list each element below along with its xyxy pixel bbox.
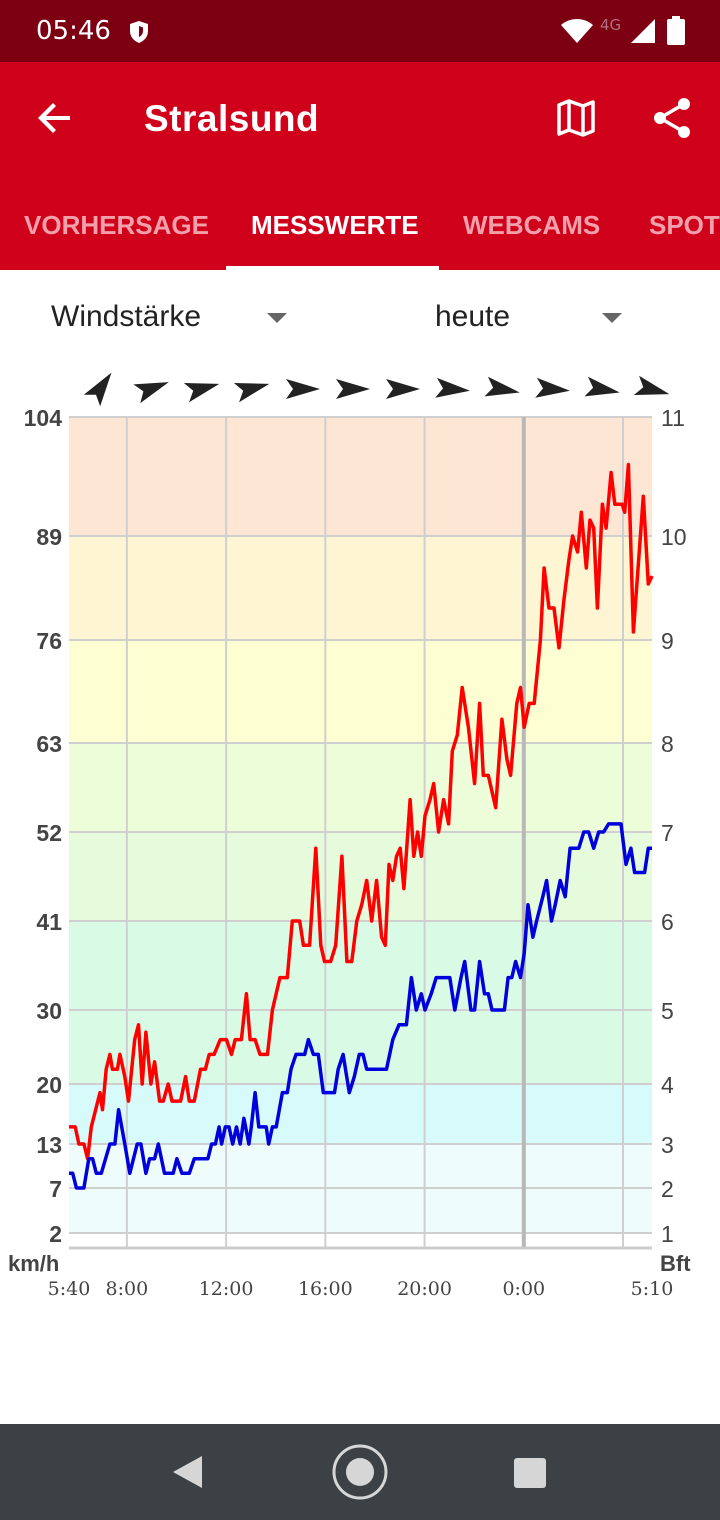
y-right-tick-label: 5 [661,998,674,1024]
wind-direction-arrow-icon [183,382,220,403]
y-left-tick-label: 7 [49,1176,62,1202]
chart-band [69,743,652,832]
nav-recent-apps-icon[interactable] [514,1458,546,1488]
active-tab-indicator [226,266,439,270]
wind-direction-arrow-icon [535,377,570,398]
tab-messwerte[interactable]: MESSWERTE [251,210,419,240]
y-right-tick-label: 8 [661,731,674,757]
y-left-tick-label: 104 [24,405,63,431]
y-right-tick-label: 6 [661,909,674,935]
y-left-tick-label: 52 [36,820,62,846]
tab-bar: VORHERSAGE MESSWERTE WEBCAMS SPOT [0,202,720,270]
share-icon[interactable] [648,94,696,142]
chart-band [69,417,652,536]
y-left-tick-label: 20 [36,1072,62,1098]
period-dropdown-icon[interactable] [602,313,622,323]
y-right-tick-label: 1 [661,1221,674,1247]
metric-select[interactable]: Windstärke [51,300,202,333]
wind-series-line [69,822,652,1190]
gust-series-line [69,462,654,1161]
wind-direction-arrow-icon [233,382,270,403]
wind-direction-arrow-icon [83,372,112,407]
network-type: 4G [600,16,622,34]
y-right-tick-label: 3 [661,1132,674,1158]
x-tick-label: 8:00 [106,1278,149,1300]
y-left-tick-label: 2 [49,1221,62,1247]
tab-spot[interactable]: SPOT [649,210,720,240]
signal-icon [631,19,655,43]
wind-direction-arrow-icon [435,377,470,398]
page-title: Stralsund [144,98,320,139]
chart-band [69,921,652,1084]
y-left-tick-label: 30 [36,998,62,1024]
x-tick-label: 5:10 [631,1278,674,1300]
wind-direction-arrow-icon [484,376,520,397]
x-tick-label: 12:00 [199,1278,254,1300]
status-bar: 05:46 4G [0,0,720,62]
tab-vorhersage[interactable]: VORHERSAGE [24,210,209,240]
nav-back-icon[interactable] [170,1454,204,1490]
y-right-tick-label: 7 [661,820,674,846]
y-left-tick-label: 13 [36,1132,62,1158]
metric-dropdown-icon[interactable] [267,313,287,323]
tab-webcams[interactable]: WEBCAMS [463,210,601,240]
y-right-tick-label: 11 [661,405,685,431]
app-bar: Stralsund VORHERSAGE MESSWERTE WEBCAMS S… [0,62,720,270]
x-tick-label: 0:00 [502,1278,545,1300]
y-right-tick-label: 9 [661,628,674,654]
y-left-unit-label: km/h [8,1251,59,1276]
y-left-tick-label: 89 [36,524,62,550]
map-icon[interactable] [552,94,600,142]
wind-direction-arrow-icon [336,379,370,399]
wind-direction-arrow-icon [286,379,320,399]
period-select[interactable]: heute [435,300,511,333]
status-time: 05:46 [36,16,111,46]
x-tick-label: 16:00 [298,1278,353,1300]
y-left-tick-label: 76 [36,628,62,654]
nav-home-icon[interactable] [330,1442,390,1502]
wind-direction-arrow-icon [633,375,670,396]
chart-band [69,1084,652,1144]
wind-direction-arrow-icon [133,382,169,404]
wind-direction-arrow-icon [584,376,620,397]
wifi-icon [561,19,593,43]
wind-direction-arrow-icon [386,379,420,399]
y-right-tick-label: 10 [661,524,687,550]
x-tick-label: 5:40 [48,1278,91,1300]
y-right-tick-label: 2 [661,1176,674,1202]
back-arrow-icon[interactable] [32,94,80,142]
y-left-tick-label: 41 [36,909,62,935]
system-navigation-bar [0,1424,720,1520]
battery-icon [667,16,685,45]
y-right-tick-label: 4 [661,1072,674,1098]
shield-icon [130,21,148,43]
chart-band [69,640,652,743]
x-tick-label: 20:00 [397,1278,452,1300]
y-left-tick-label: 63 [36,731,62,757]
y-right-unit-label: Bft [660,1251,691,1276]
